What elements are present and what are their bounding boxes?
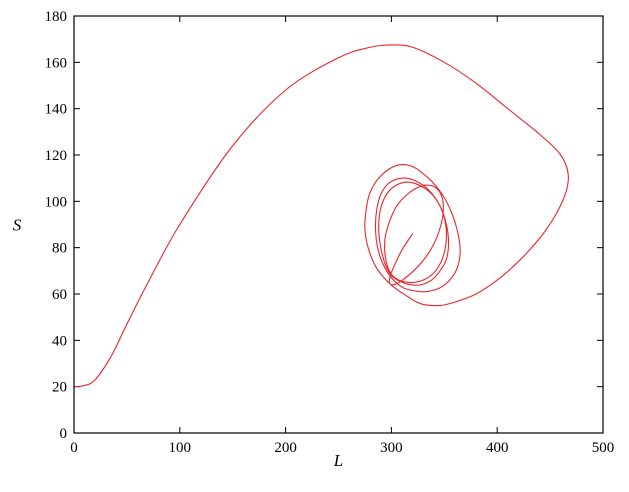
x-tick-label: 500 [592,440,615,456]
y-tick-label: 160 [45,55,68,71]
tick-labels: 0 100 200 300 400 500 0 20 40 60 80 100 120 140 160 180 [45,9,615,456]
plot-frame [73,15,604,434]
x-tick-label: 100 [169,440,192,456]
y-tick-label: 60 [52,287,67,303]
axis-ticks [73,15,604,434]
y-axis-label: S [13,216,22,235]
y-tick-label: 0 [60,426,68,442]
y-tick-label: 40 [52,333,67,349]
y-tick-label: 120 [45,148,68,164]
x-tick-label: 0 [70,440,78,456]
x-axis-label: L [333,451,343,470]
x-tick-label: 300 [380,440,403,456]
x-tick-label: 200 [274,440,297,456]
y-tick-label: 80 [52,241,67,257]
trajectory-line [73,44,569,388]
y-tick-label: 140 [45,102,68,118]
y-tick-label: 100 [45,194,68,210]
y-tick-label: 20 [52,380,67,396]
x-tick-label: 400 [486,440,509,456]
y-tick-label: 180 [45,9,68,25]
